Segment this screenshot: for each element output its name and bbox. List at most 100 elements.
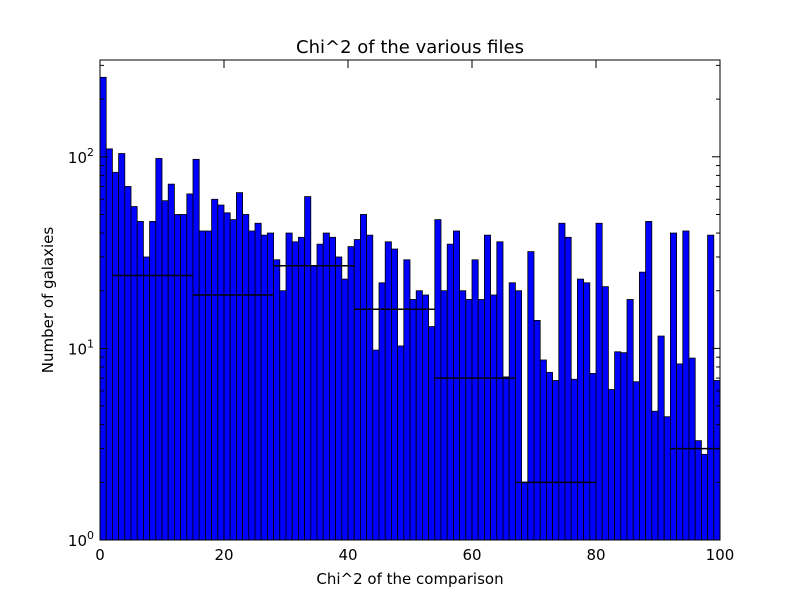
bar xyxy=(99,76,107,541)
bar xyxy=(670,232,678,541)
bar xyxy=(112,171,120,541)
bar xyxy=(217,204,225,541)
bar xyxy=(434,219,442,541)
bar xyxy=(409,299,417,541)
bar xyxy=(130,206,138,541)
bar xyxy=(198,230,206,541)
plot-frame xyxy=(99,59,721,541)
bar xyxy=(118,153,126,541)
bar xyxy=(546,371,554,541)
bar xyxy=(589,373,597,541)
bar xyxy=(663,416,671,541)
bar xyxy=(483,234,491,541)
bar xyxy=(192,158,200,541)
bar xyxy=(440,290,448,541)
bar xyxy=(645,221,653,541)
bar xyxy=(452,230,460,541)
bar xyxy=(372,349,380,541)
bar xyxy=(248,230,256,541)
bar xyxy=(173,214,181,541)
x-tick-label: 100 xyxy=(706,546,735,564)
bar xyxy=(322,232,330,541)
bar xyxy=(682,230,690,541)
bar xyxy=(260,234,268,541)
bar xyxy=(552,380,560,541)
bar xyxy=(347,246,355,541)
bar xyxy=(266,232,274,541)
x-tick-label: 40 xyxy=(338,546,357,564)
bar xyxy=(204,230,212,541)
bar xyxy=(254,222,262,541)
bar xyxy=(223,212,231,541)
bar xyxy=(180,214,188,541)
bar xyxy=(539,359,547,541)
bar xyxy=(415,290,423,541)
bar xyxy=(384,241,392,541)
bar xyxy=(676,363,684,541)
y-tick-label: 101 xyxy=(68,337,94,358)
x-tick-label: 80 xyxy=(586,546,605,564)
bar xyxy=(465,299,473,541)
bar xyxy=(167,183,175,541)
y-axis-label: Number of galaxies xyxy=(39,227,57,374)
bar xyxy=(390,248,398,541)
axis-ticks: 0 20 40 60 80 100 100 101 102 xyxy=(68,60,734,564)
bar xyxy=(297,236,305,541)
bar xyxy=(341,278,349,541)
y-tick-label: 100 xyxy=(68,529,94,550)
bar xyxy=(105,148,113,541)
bar xyxy=(285,232,293,541)
bar xyxy=(397,345,405,541)
bar xyxy=(533,319,541,541)
bar xyxy=(490,294,498,541)
bar xyxy=(328,236,336,541)
bar xyxy=(564,236,572,541)
bar xyxy=(521,481,529,541)
bar xyxy=(136,221,144,541)
bar xyxy=(428,326,436,541)
bar xyxy=(459,290,467,541)
bar xyxy=(583,282,591,541)
bar xyxy=(577,278,585,541)
bar xyxy=(558,222,566,541)
bar xyxy=(713,380,721,541)
bar xyxy=(242,214,250,541)
bar xyxy=(316,243,324,541)
bar xyxy=(508,282,516,541)
x-tick-label: 60 xyxy=(462,546,481,564)
bar xyxy=(639,271,647,541)
bar xyxy=(601,286,609,541)
bar xyxy=(694,440,702,541)
bar xyxy=(626,299,634,541)
bar xyxy=(515,290,523,541)
bar xyxy=(335,256,343,541)
reference-line-group xyxy=(112,264,720,484)
bar xyxy=(359,214,367,541)
bar xyxy=(304,196,312,541)
bar xyxy=(403,259,411,541)
bar xyxy=(502,376,510,541)
bar xyxy=(614,351,622,541)
bar xyxy=(527,251,535,541)
x-axis-label: Chi^2 of the comparison xyxy=(316,570,503,588)
bar xyxy=(496,241,504,541)
bar xyxy=(235,192,243,541)
bar xyxy=(273,259,281,541)
bar xyxy=(211,198,219,541)
bar xyxy=(707,234,715,541)
bar xyxy=(378,282,386,541)
bar-group xyxy=(99,76,721,541)
x-tick-label: 20 xyxy=(214,546,233,564)
bar xyxy=(701,453,709,541)
bar xyxy=(570,378,578,541)
bar xyxy=(142,256,150,541)
bar xyxy=(366,234,374,541)
x-tick-label: 0 xyxy=(95,546,105,564)
chart-title: Chi^2 of the various files xyxy=(296,37,524,58)
bar xyxy=(310,265,318,541)
bar xyxy=(353,239,361,541)
bar xyxy=(471,259,479,541)
bar xyxy=(421,294,429,541)
bar xyxy=(657,335,665,541)
